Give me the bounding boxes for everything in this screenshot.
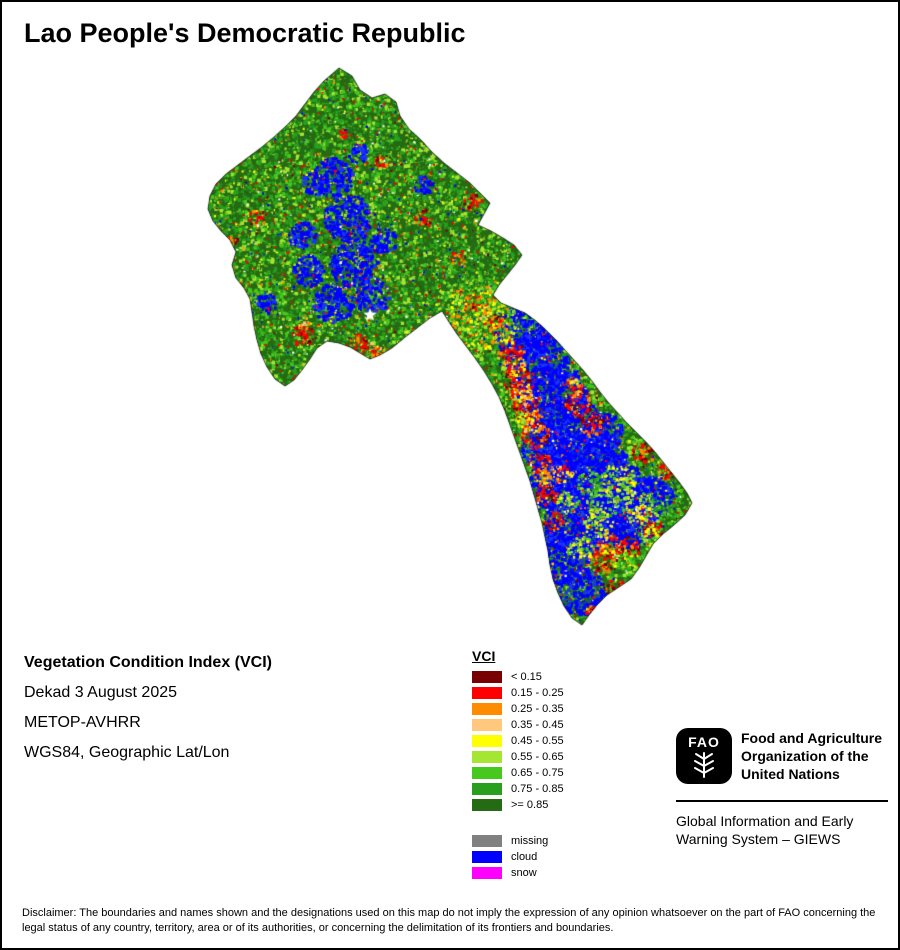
legend-label: >= 0.85 [511, 799, 549, 811]
fao-logo: FAO [676, 728, 732, 784]
page-title: Lao People's Democratic Republic [24, 18, 466, 48]
legend-row: snow [472, 867, 564, 879]
fao-separator [676, 800, 888, 802]
legend-label: snow [511, 867, 537, 879]
info-dekad: Dekad 3 August 2025 [24, 684, 178, 701]
legend-label: 0.25 - 0.35 [511, 703, 564, 715]
legend-swatch [472, 735, 502, 747]
legend-swatch [472, 719, 502, 731]
legend-row: 0.65 - 0.75 [472, 767, 564, 779]
fao-logo-text: FAO [688, 734, 720, 750]
legend-title: VCI [472, 648, 496, 664]
legend-row: 0.15 - 0.25 [472, 687, 564, 699]
info-panel: Vegetation Condition Index (VCI) Dekad 3… [24, 654, 272, 774]
legend-swatch [472, 687, 502, 699]
legend-label: 0.75 - 0.85 [511, 783, 564, 795]
legend-swatch [472, 767, 502, 779]
legend-swatch [472, 835, 502, 847]
legend: VCI < 0.15 0.15 - 0.25 0.25 - 0.35 0.35 - 0… [472, 648, 564, 883]
legend-label: 0.45 - 0.55 [511, 735, 564, 747]
legend-row: < 0.15 [472, 671, 564, 683]
legend-label: missing [511, 835, 549, 847]
giews-name: Global Information and Early Warning Sys… [676, 813, 854, 848]
fao-header: FAO Food and Agriculture Organization of… [676, 728, 888, 784]
legend-row: 0.55 - 0.65 [472, 751, 564, 763]
disclaimer-text: Disclaimer: The boundaries and names sho… [22, 907, 876, 934]
info-index-name: Vegetation Condition Index (VCI) [24, 654, 272, 671]
fao-block: FAO Food and Agriculture Organization of… [676, 728, 888, 848]
legend-row: 0.45 - 0.55 [472, 735, 564, 747]
legend-row: 0.35 - 0.45 [472, 719, 564, 731]
legend-row: missing [472, 835, 564, 847]
legend-row: 0.75 - 0.85 [472, 783, 564, 795]
fao-org-name: Food and Agriculture Organization of the… [741, 730, 883, 782]
legend-label: 0.35 - 0.45 [511, 719, 564, 731]
legend-swatch [472, 851, 502, 863]
fao-wheat-icon: FAO [688, 734, 720, 778]
legend-classes: < 0.15 0.15 - 0.25 0.25 - 0.35 0.35 - 0.45 0… [472, 671, 564, 811]
legend-row: 0.25 - 0.35 [472, 703, 564, 715]
legend-swatch [472, 751, 502, 763]
legend-special: missing cloud snow [472, 835, 564, 879]
legend-label: < 0.15 [511, 671, 542, 683]
legend-label: 0.15 - 0.25 [511, 687, 564, 699]
info-sensor: METOP-AVHRR [24, 714, 141, 731]
legend-swatch [472, 867, 502, 879]
legend-row: cloud [472, 851, 564, 863]
legend-label: cloud [511, 851, 538, 863]
legend-swatch [472, 703, 502, 715]
legend-swatch [472, 783, 502, 795]
legend-row: >= 0.85 [472, 799, 564, 811]
legend-label: 0.55 - 0.65 [511, 751, 564, 763]
legend-swatch [472, 671, 502, 683]
legend-swatch [472, 799, 502, 811]
info-projection: WGS84, Geographic Lat/Lon [24, 744, 230, 761]
legend-label: 0.65 - 0.75 [511, 767, 564, 779]
